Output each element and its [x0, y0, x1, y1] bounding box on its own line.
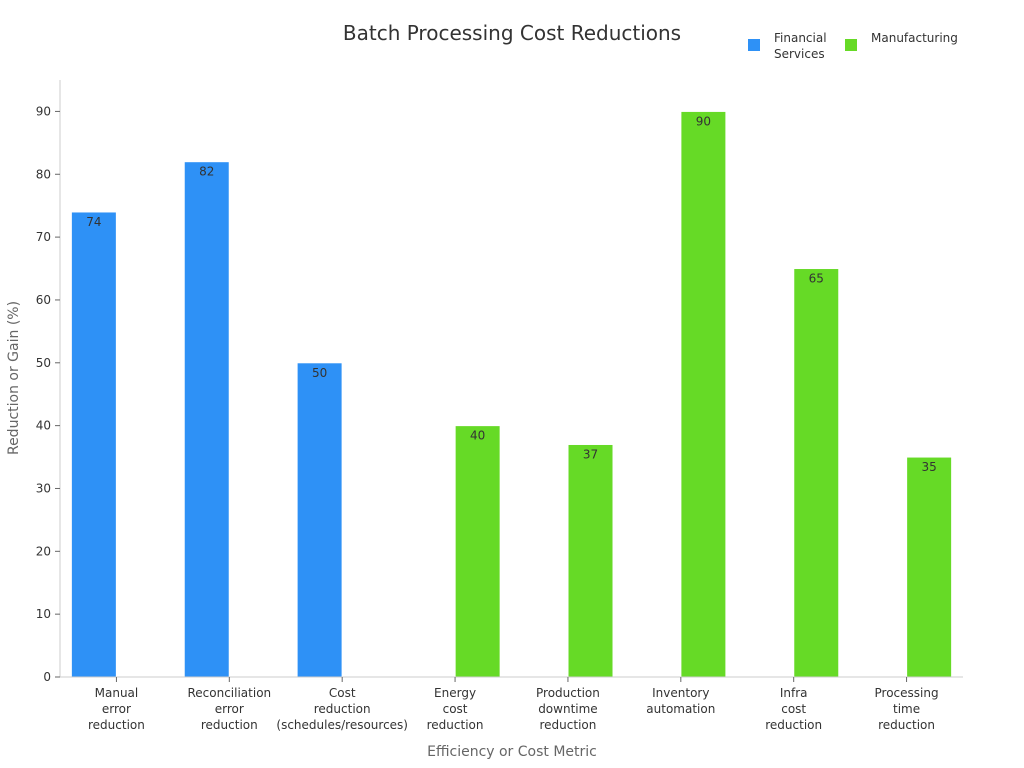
x-category-label: Production downtime reduction	[536, 686, 600, 732]
bar-value-label: 35	[921, 460, 936, 474]
bar-value-label: 50	[312, 366, 327, 380]
y-tick-label: 70	[36, 230, 51, 244]
x-category-label: Infra cost reduction	[765, 686, 822, 732]
x-category-label: Manual error reduction	[88, 686, 145, 732]
bar	[567, 443, 614, 678]
bars: 74 82 50 40 37 90 65 35	[70, 110, 953, 678]
bar-value-label: 40	[470, 429, 485, 443]
y-tick-label: 10	[36, 607, 51, 621]
bar-value-label: 65	[809, 272, 824, 286]
bar-value-label: 82	[199, 165, 214, 179]
y-tick-label: 90	[36, 104, 51, 118]
x-category-label: Energy cost reduction	[427, 686, 484, 732]
y-tick-label: 20	[36, 544, 51, 558]
bar-value-label: 90	[696, 114, 711, 128]
y-axis: 0 10 20 30 40 50 60 70 80 90	[36, 80, 61, 684]
y-tick-label: 30	[36, 481, 51, 495]
y-tick-label: 60	[36, 293, 51, 307]
x-category-label: Processing time reduction	[875, 686, 939, 732]
bar	[680, 110, 727, 678]
bar-value-label: 37	[583, 447, 598, 461]
y-tick-label: 0	[43, 670, 51, 684]
legend: Financial Services Manufacturing	[748, 31, 958, 61]
bar	[454, 425, 501, 678]
y-tick-label: 40	[36, 419, 51, 433]
bar-value-label: 74	[86, 215, 101, 229]
legend-swatch	[748, 39, 760, 51]
x-category-label: Reconciliation error reduction	[187, 686, 271, 732]
y-tick-label: 50	[36, 356, 51, 370]
bar	[296, 362, 343, 678]
y-tick-label: 80	[36, 167, 51, 181]
chart-title: Batch Processing Cost Reductions	[343, 21, 681, 45]
legend-label: Manufacturing	[871, 31, 958, 45]
bar	[906, 456, 953, 678]
y-axis-title: Reduction or Gain (%)	[6, 301, 22, 455]
bar	[70, 211, 117, 678]
legend-swatch	[845, 39, 857, 51]
x-category-label: Inventory automation	[646, 686, 715, 716]
x-axis: Manual error reduction Reconciliation error r…	[60, 676, 963, 732]
x-axis-title: Efficiency or Cost Metric	[427, 744, 597, 760]
bar	[793, 268, 840, 678]
x-category-label: Cost reduction (schedules/resources)	[276, 686, 408, 732]
legend-label: Financial Services	[774, 31, 827, 61]
bar	[183, 161, 230, 678]
